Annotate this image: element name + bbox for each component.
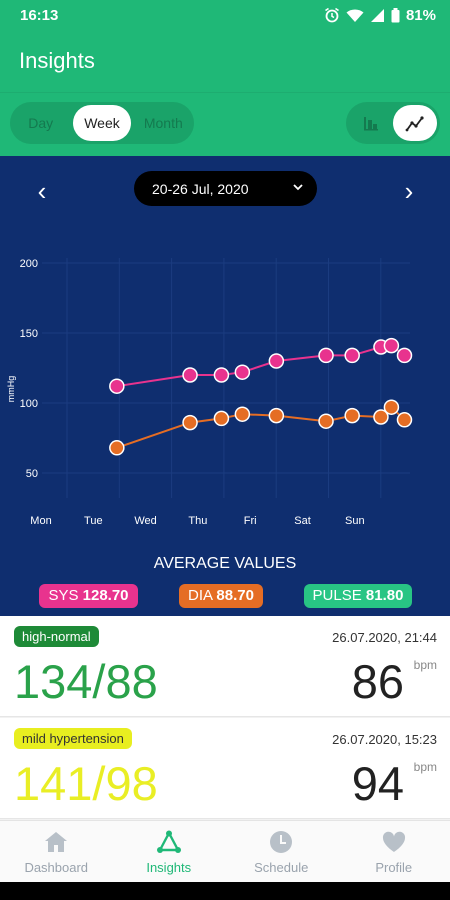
reading-blood-pressure: 134/88 (14, 655, 158, 708)
y-tick-label: 50 (26, 468, 38, 480)
nav-dashboard[interactable]: Dashboard (0, 821, 113, 882)
date-range-label: 20-26 Jul, 2020 (152, 180, 249, 197)
data-point-sys (396, 347, 413, 364)
nav-label: Dashboard (24, 860, 89, 875)
app-bar: Insights (0, 30, 450, 92)
data-point-dia (109, 440, 125, 456)
data-point-sys (383, 337, 400, 354)
chart-type-toggle (346, 102, 440, 144)
prev-week-button[interactable]: ‹ (37, 176, 47, 206)
x-tick-label: Mon (30, 515, 51, 527)
home-icon (45, 832, 68, 852)
data-point-dia (268, 407, 285, 424)
data-point-sys (213, 367, 230, 383)
battery-icon (391, 7, 400, 22)
clock-icon (270, 831, 293, 853)
y-tick-label: 150 (20, 328, 38, 340)
bar-chart-icon (364, 117, 378, 131)
line-chart-icon (405, 116, 424, 132)
status-bar: 16:13 81% (0, 0, 450, 30)
data-point-sys (234, 364, 251, 380)
data-point-dia (182, 414, 198, 431)
bottom-navigation: Dashboard Insights Schedule Profile (0, 820, 450, 882)
avg-pulse-label: PULSE (312, 587, 362, 604)
data-point-sys (182, 367, 198, 383)
period-selector: Day Week Month (10, 102, 194, 144)
reading-pulse-unit: bpm (413, 658, 437, 672)
reading-pulse-unit: bpm (413, 760, 437, 774)
avg-dia-badge: DIA 88.70 (179, 584, 263, 608)
status-time: 16:13 (20, 6, 59, 24)
data-point-dia (344, 407, 360, 424)
reading-pulse: 86 (351, 655, 404, 708)
y-tick-label: 100 (20, 398, 38, 410)
reading-pulse: 94 (351, 757, 404, 810)
x-tick-label: Wed (134, 515, 156, 527)
data-point-sys (344, 347, 360, 364)
line-chart-button[interactable] (393, 105, 437, 141)
nav-label: Profile (375, 860, 413, 875)
nav-schedule[interactable]: Schedule (225, 821, 338, 882)
date-range-dropdown[interactable]: 20-26 Jul, 2020 (134, 171, 317, 206)
avg-pulse-value: 81.80 (365, 587, 404, 604)
period-month[interactable]: Month (143, 115, 183, 131)
y-tick-label: 200 (20, 258, 38, 270)
series-line-sys (116, 344, 406, 388)
reading-status-badge: mild hypertension (14, 728, 132, 749)
data-point-dia (234, 406, 251, 422)
battery-percent: 81% (405, 6, 436, 24)
x-tick-label: Thu (188, 515, 207, 527)
chevron-down-icon (293, 184, 303, 191)
next-week-button[interactable]: › (404, 176, 414, 206)
data-point-dia (318, 413, 334, 429)
reading-blood-pressure: 141/98 (14, 757, 158, 810)
chart-controls: Day Week Month (0, 92, 450, 156)
x-tick-label: Tue (84, 515, 103, 527)
avg-sys-label: SYS (48, 587, 79, 604)
average-values-title: AVERAGE VALUES (153, 555, 297, 572)
avg-sys-value: 128.70 (82, 587, 129, 604)
bar-chart-button[interactable] (349, 105, 393, 141)
bp-line-chart: 50 100 150 200 mmHg Mon Tue Wed Thu Fri Sat Sun (6, 258, 413, 527)
y-axis-label: mmHg (6, 376, 16, 403)
data-point-dia (373, 409, 389, 425)
page-title: Insights (19, 48, 95, 73)
reading-card[interactable]: mild hypertension 26.07.2020, 15:23 141/… (0, 718, 450, 819)
period-day[interactable]: Day (28, 115, 54, 131)
nav-profile[interactable]: Profile (338, 821, 450, 882)
insights-icon (156, 830, 181, 853)
reading-date: 26.07.2020, 15:23 (332, 732, 437, 747)
system-nav-bar (0, 882, 450, 900)
wifi-icon (346, 9, 364, 22)
chart-panel: 50 100 150 200 mmHg Mon Tue Wed Thu Fri Sat Sun ‹ 2… (0, 156, 450, 616)
x-tick-label: Sun (345, 515, 365, 527)
avg-dia-value: 88.70 (216, 587, 254, 604)
reading-card[interactable]: high-normal 26.07.2020, 21:44 134/88 86 … (0, 616, 450, 717)
x-tick-label: Sat (294, 515, 311, 527)
data-point-sys (318, 347, 334, 364)
x-tick-label: Fri (244, 515, 257, 527)
period-week[interactable]: Week (73, 105, 131, 141)
nav-label: Insights (146, 860, 192, 875)
data-point-sys (268, 353, 285, 369)
nav-insights[interactable]: Insights (113, 821, 226, 882)
reading-status-badge: high-normal (14, 626, 99, 647)
avg-pulse-badge: PULSE 81.80 (304, 584, 412, 608)
heart-icon (382, 831, 405, 852)
data-point-dia (213, 410, 230, 427)
signal-icon (370, 8, 384, 22)
nav-label: Schedule (254, 860, 309, 875)
alarm-icon (325, 7, 339, 23)
series-line-dia (116, 405, 406, 449)
data-point-sys (109, 378, 125, 394)
reading-date: 26.07.2020, 21:44 (332, 630, 437, 645)
avg-sys-badge: SYS 128.70 (39, 584, 138, 608)
avg-dia-label: DIA (188, 587, 213, 604)
data-point-dia (396, 412, 413, 428)
data-point-dia (383, 399, 400, 415)
